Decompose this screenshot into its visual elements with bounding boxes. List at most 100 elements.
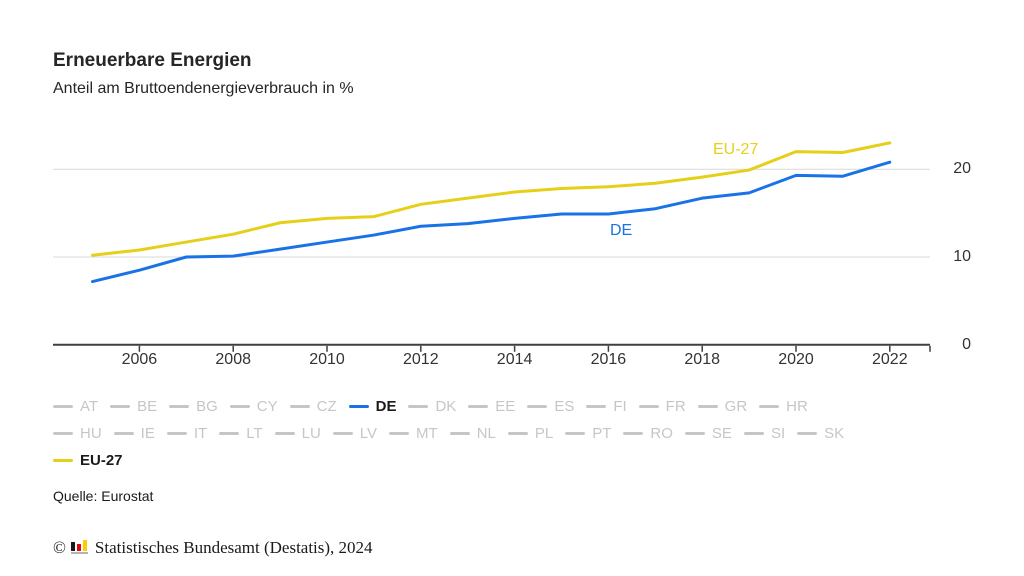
country-legend: AT BE BG CY CZ DE DK EE ES FI FR GR HR HU IE IT LT LU LV MT… <box>53 397 968 478</box>
legend-label: AT <box>80 397 99 415</box>
legend-item-at[interactable]: AT <box>53 398 98 415</box>
legend-label: IE <box>140 424 155 442</box>
logo-baseline <box>70 551 88 554</box>
legend-dash-icon <box>507 431 528 435</box>
legend-label: ES <box>554 397 575 415</box>
legend-label: EU-27 <box>80 451 123 469</box>
legend-item-hr[interactable]: HR <box>759 398 808 415</box>
legend-label: MT <box>416 424 438 442</box>
legend-label: CZ <box>316 397 337 415</box>
legend-item-es[interactable]: ES <box>527 398 574 415</box>
y-axis-label: 0 <box>962 335 971 353</box>
legend-item-si[interactable]: SI <box>743 425 785 442</box>
legend-dash-icon <box>623 431 644 435</box>
legend-label: RO <box>650 424 673 442</box>
legend-item-be[interactable]: BE <box>110 398 157 415</box>
legend-dash-icon <box>759 404 780 408</box>
legend-label: DE <box>375 397 397 415</box>
copyright-symbol: © <box>53 538 66 557</box>
legend-dash-icon <box>389 431 410 435</box>
legend-label: PL <box>534 424 554 442</box>
chart-title: Erneuerbare Energien <box>53 50 252 71</box>
legend-item-mt[interactable]: MT <box>389 425 438 442</box>
legend-item-de[interactable]: DE <box>348 397 397 415</box>
copyright-line: © Statistisches Bundesamt (Destatis), 202… <box>53 538 373 558</box>
legend-item-fr[interactable]: FR <box>638 397 686 415</box>
legend-label: BG <box>196 397 218 415</box>
legend-item-lt[interactable]: LT <box>219 424 263 442</box>
legend-dash-icon <box>274 431 295 435</box>
legend-dash-icon <box>586 404 607 408</box>
legend-dash-icon <box>113 431 134 435</box>
legend-item-ee[interactable]: EE <box>468 398 515 415</box>
legend-item-lu[interactable]: LU <box>274 425 321 442</box>
logo-bar-black <box>70 542 75 551</box>
legend-item-nl[interactable]: NL <box>449 424 496 442</box>
legend-item-se[interactable]: SE <box>684 425 732 442</box>
legend-item-fi[interactable]: FI <box>586 397 627 415</box>
legend-item-pt[interactable]: PT <box>565 425 611 442</box>
legend-label: DK <box>435 397 457 415</box>
legend-item-dk[interactable]: DK <box>408 398 456 415</box>
legend-label: EE <box>495 397 516 415</box>
legend-dash-icon <box>348 404 369 408</box>
x-axis-label: 2012 <box>403 351 439 368</box>
x-axis-label: 2020 <box>778 351 814 368</box>
x-axis-label: 2014 <box>496 351 533 368</box>
legend-label: GR <box>724 397 748 415</box>
legend-item-cz[interactable]: CZ <box>289 397 337 415</box>
legend-label: FR <box>665 397 686 415</box>
legend-item-pl[interactable]: PL <box>507 424 554 442</box>
legend-dash-icon <box>166 431 187 435</box>
legend-dash-icon <box>110 404 131 408</box>
legend-label: IT <box>193 424 208 442</box>
source-note: Quelle: Eurostat <box>53 488 154 504</box>
legend-dash-icon <box>565 431 586 435</box>
legend-item-it[interactable]: IT <box>166 424 208 442</box>
legend-item-lv[interactable]: LV <box>332 424 378 442</box>
legend-dash-icon <box>684 431 705 435</box>
x-axis-label: 2016 <box>590 351 627 368</box>
legend-row: AT BE BG CY CZ DE DK EE ES FI FR GR HR <box>53 397 968 415</box>
legend-label: HR <box>786 397 808 415</box>
legend-item-ro[interactable]: RO <box>623 425 673 442</box>
legend-item-gr[interactable]: GR <box>697 397 748 415</box>
x-axis-label: 2018 <box>684 351 720 368</box>
x-axis-label: 2008 <box>215 351 251 368</box>
legend-dash-icon <box>408 404 429 408</box>
legend-label: LV <box>359 424 378 442</box>
legend-label: LT <box>246 424 263 442</box>
legend-item-bg[interactable]: BG <box>169 398 218 415</box>
legend-dash-icon <box>743 431 764 435</box>
legend-item-cy[interactable]: CY <box>229 398 278 415</box>
x-axis-label: 2022 <box>872 351 908 368</box>
legend-item-sk[interactable]: SK <box>797 425 844 442</box>
logo-bar-red <box>76 544 81 551</box>
legend-dash-icon <box>527 404 548 408</box>
legend-dash-icon <box>53 404 73 408</box>
legend-dash-icon <box>638 404 659 408</box>
legend-row: HU IE IT LT LU LV MT NL PL PT RO SE SI SK <box>53 424 968 442</box>
series-label-eu27: EU-27 <box>713 141 759 158</box>
legend-label: SK <box>824 424 845 442</box>
destatis-logo-icon <box>70 539 89 554</box>
series-line-eu-27 <box>91 141 892 257</box>
logo-bar-gold <box>82 540 87 551</box>
legend-dash-icon <box>449 431 470 435</box>
legend-label: HU <box>80 424 102 442</box>
legend-item-eu-27[interactable]: EU-27 <box>53 452 123 469</box>
chart-subtitle: Anteil am Bruttoendenergieverbrauch in % <box>53 80 354 97</box>
series-label-de: DE <box>610 222 633 239</box>
legend-dash-icon <box>697 404 718 408</box>
x-axis-label: 2010 <box>309 351 345 368</box>
legend-label: BE <box>137 397 158 415</box>
legend-label: NL <box>476 424 496 442</box>
legend-row: EU-27 <box>53 451 968 469</box>
legend-dash-icon <box>468 404 489 408</box>
legend-dash-icon <box>229 404 250 408</box>
legend-dash-icon <box>332 431 353 435</box>
y-axis-label: 20 <box>953 160 971 178</box>
legend-label: FI <box>613 397 627 415</box>
legend-item-hu[interactable]: HU <box>53 425 102 442</box>
legend-item-ie[interactable]: IE <box>113 424 155 442</box>
